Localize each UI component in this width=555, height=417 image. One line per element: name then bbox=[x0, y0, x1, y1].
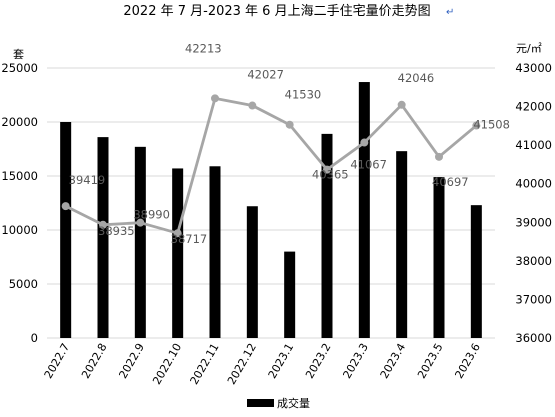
bar-series bbox=[60, 82, 482, 338]
line-point bbox=[285, 120, 294, 129]
line-data-label: 40365 bbox=[312, 168, 349, 182]
bar bbox=[172, 168, 184, 338]
right-tick-label: 38000 bbox=[515, 254, 552, 268]
line-point bbox=[173, 229, 182, 238]
bar bbox=[97, 137, 109, 338]
category-label: 2023.3 bbox=[340, 341, 371, 381]
line-point bbox=[360, 138, 369, 147]
left-tick-label: 25000 bbox=[1, 61, 38, 75]
chart-title: 2022 年 7 月-2023 年 6 月上海二手住宅量价走势图 bbox=[123, 3, 430, 19]
category-label: 2022.12 bbox=[225, 341, 259, 387]
right-tick-label: 41000 bbox=[515, 138, 552, 152]
category-label: 2023.6 bbox=[452, 341, 483, 381]
line-point bbox=[397, 100, 406, 109]
category-label: 2023.1 bbox=[266, 341, 297, 381]
left-axis-ticks: 0 5000 10000 15000 20000 25000 bbox=[1, 61, 38, 345]
category-label: 2022.9 bbox=[116, 341, 147, 381]
line-data-label: 41067 bbox=[350, 158, 387, 172]
bar bbox=[396, 151, 408, 338]
right-tick-label: 42000 bbox=[515, 100, 552, 114]
line-point bbox=[323, 165, 331, 174]
price-line bbox=[65, 96, 478, 235]
line-point bbox=[435, 152, 443, 161]
right-tick-label: 39000 bbox=[515, 215, 552, 229]
right-axis-unit: 元/㎡ bbox=[516, 42, 542, 55]
left-tick-label: 20000 bbox=[1, 115, 38, 129]
bar bbox=[209, 166, 221, 338]
bar bbox=[246, 206, 258, 338]
left-tick-label: 10000 bbox=[1, 223, 38, 237]
line-series bbox=[61, 94, 481, 238]
line-point bbox=[211, 94, 219, 103]
line-data-label: 42046 bbox=[398, 71, 435, 85]
line-point bbox=[472, 121, 481, 130]
line-data-label: 38935 bbox=[98, 224, 135, 238]
left-axis-unit: 套 bbox=[13, 48, 24, 61]
left-tick-label: 15000 bbox=[1, 169, 38, 183]
legend: 成交量 bbox=[247, 396, 310, 410]
bar bbox=[60, 122, 72, 338]
category-label: 2023.4 bbox=[378, 341, 409, 381]
right-tick-label: 37000 bbox=[515, 292, 552, 306]
right-tick-label: 43000 bbox=[515, 61, 552, 75]
bar bbox=[470, 205, 482, 338]
line-data-label: 39419 bbox=[69, 173, 106, 187]
line-point bbox=[136, 218, 145, 227]
bar bbox=[284, 251, 296, 338]
bar bbox=[358, 82, 370, 338]
category-label: 2022.7 bbox=[42, 341, 73, 381]
right-tick-label: 40000 bbox=[515, 177, 552, 191]
line-data-label: 42213 bbox=[185, 41, 222, 55]
right-axis-ticks: 36000 37000 38000 39000 40000 41000 42000 43000 bbox=[515, 61, 552, 345]
bar bbox=[433, 177, 445, 338]
category-label: 2022.10 bbox=[150, 341, 184, 387]
left-tick-label: 5000 bbox=[9, 277, 38, 291]
gridlines bbox=[47, 67, 495, 339]
line-data-label: 40697 bbox=[432, 175, 469, 189]
bar bbox=[134, 146, 146, 338]
title-return-mark: ↵ bbox=[446, 7, 454, 18]
right-tick-label: 36000 bbox=[515, 331, 552, 345]
line-data-label: 38717 bbox=[171, 232, 208, 246]
line-data-label: 38990 bbox=[133, 208, 170, 222]
legend-label-volume: 成交量 bbox=[277, 396, 310, 410]
line-data-label: 41508 bbox=[473, 118, 510, 132]
line-point bbox=[99, 220, 107, 229]
left-tick-label: 0 bbox=[31, 331, 38, 345]
line-data-label: 41530 bbox=[285, 88, 322, 102]
line-point bbox=[61, 202, 70, 211]
category-label: 2022.8 bbox=[79, 341, 110, 381]
category-label: 2022.11 bbox=[188, 341, 222, 387]
legend-swatch-volume bbox=[247, 399, 274, 407]
category-label: 2023.5 bbox=[415, 341, 446, 381]
line-point bbox=[248, 101, 257, 110]
line-data-label: 42027 bbox=[247, 68, 284, 82]
category-label: 2023.2 bbox=[303, 341, 334, 381]
category-axis: 2022.7 2022.8 2022.9 2022.10 2022.11 2022.12 2… bbox=[42, 341, 483, 387]
bar bbox=[321, 133, 333, 338]
